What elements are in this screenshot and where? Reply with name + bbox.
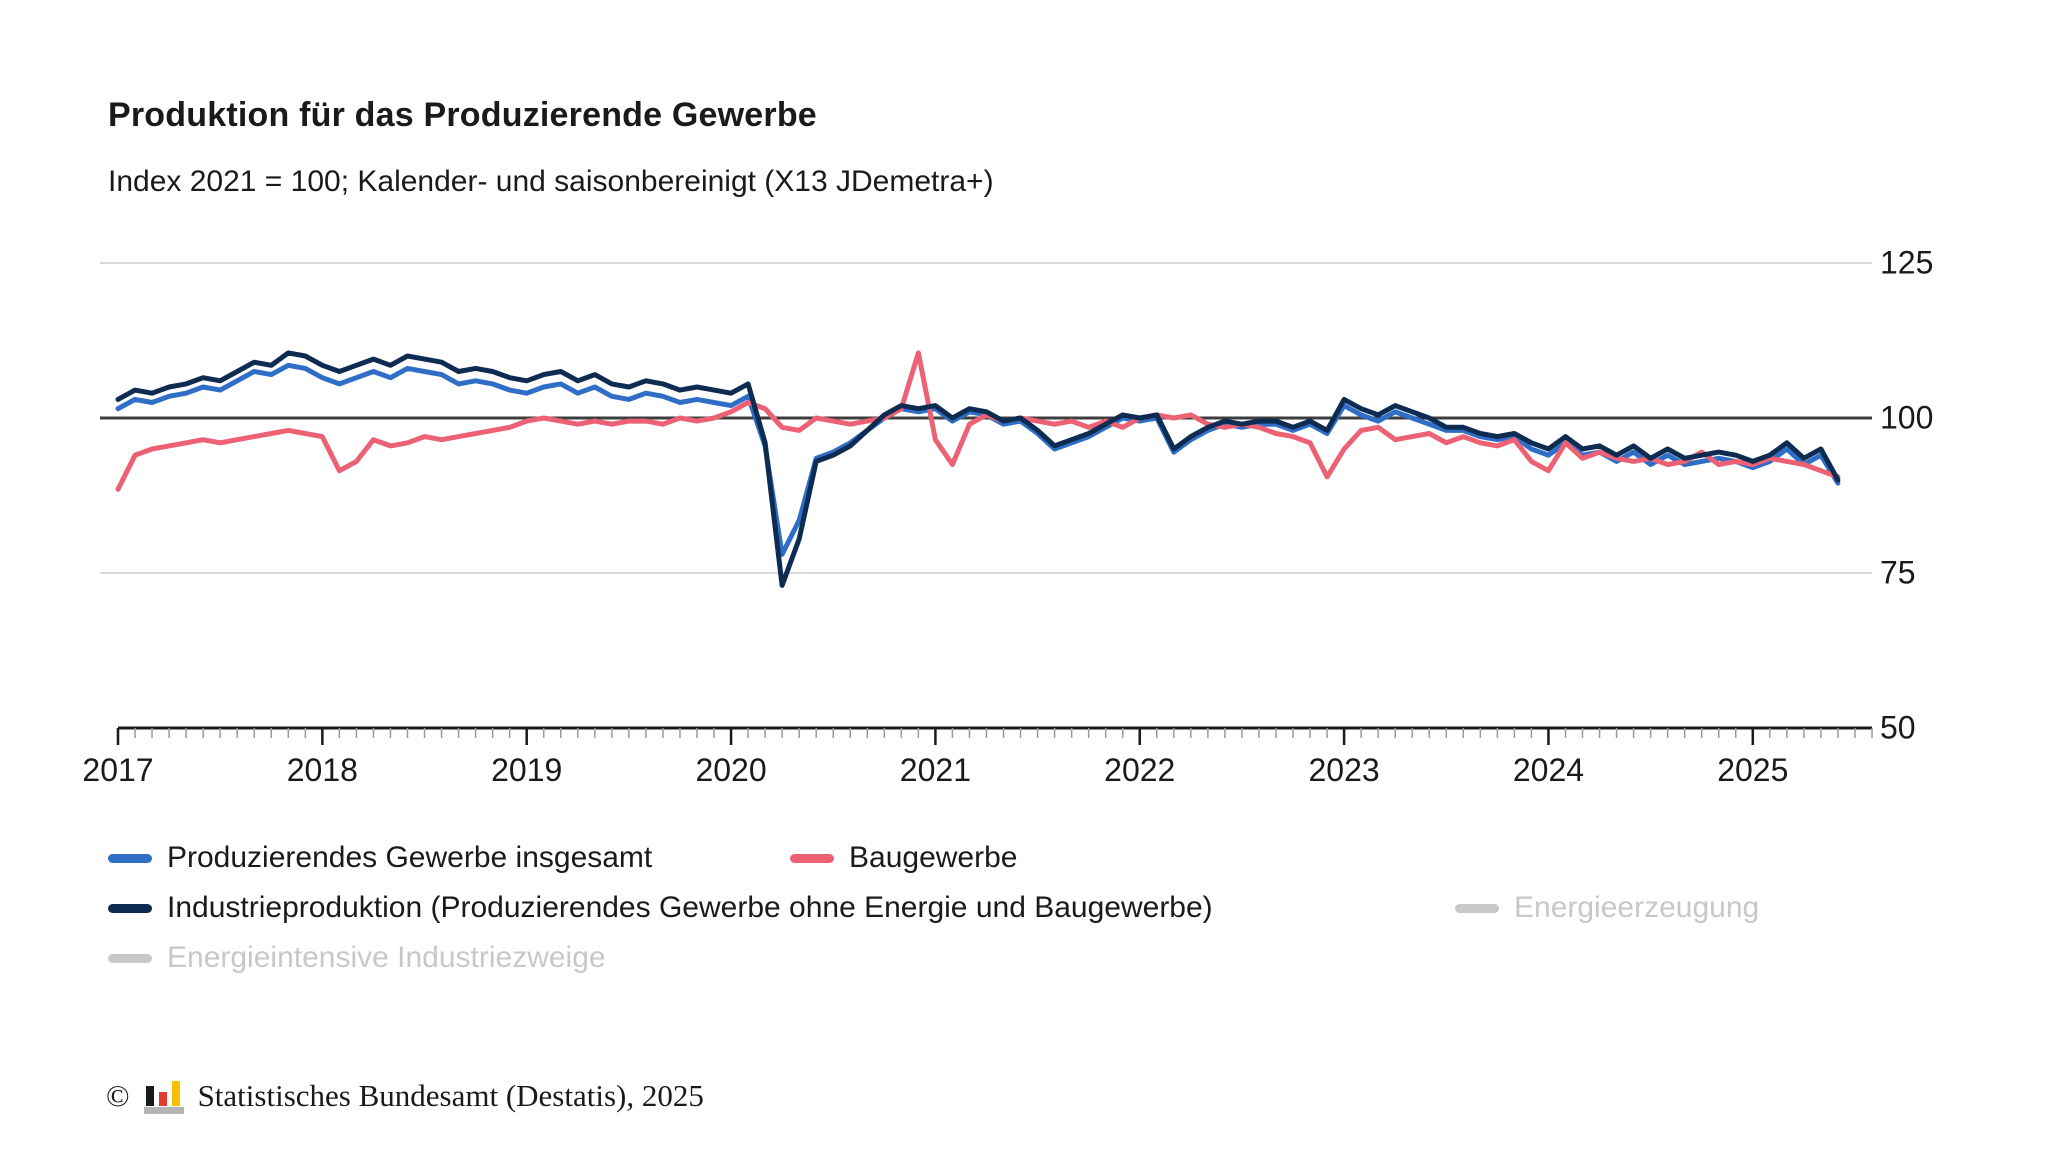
y-tick-label-75: 75 [1880, 554, 1916, 591]
chart-title: Produktion für das Produzierende Gewerbe [108, 96, 817, 134]
x-year-label-2025: 2025 [1717, 752, 1789, 788]
x-year-label-2023: 2023 [1308, 752, 1380, 788]
x-year-label-2024: 2024 [1512, 752, 1585, 788]
x-year-label-2022: 2022 [1104, 752, 1176, 788]
series-line-produzierendes-gewerbe-insgesamt [115, 362, 1841, 557]
x-year-label-2020: 2020 [695, 752, 767, 788]
plot-area[interactable] [0, 0, 2048, 820]
legend-swatch-energieintensive-industriezweige [108, 953, 152, 963]
legend-label: Energieintensive Industriezweige [167, 941, 606, 974]
legend-swatch-industrieproduktion-produzierendes-gewerbe-ohne-energie-und-baugewerbe [108, 903, 152, 913]
x-year-label-2017: 2017 [82, 752, 154, 788]
source-text: Statistisches Bundesamt (Destatis), 2025 [197, 1078, 704, 1113]
x-year-label-2021: 2021 [899, 752, 971, 788]
legend-item-energieerzeugung[interactable]: Energieerzeugung [1455, 888, 1759, 928]
legend-item-industrieproduktion-produzierendes-gewerbe-ohne-energie-und-baugewerbe[interactable]: Industrieproduktion (Produzierendes Gewe… [108, 888, 1213, 928]
legend-label: Baugewerbe [849, 841, 1018, 874]
source-footer: © Statistisches Bundesamt (Destatis), 20… [106, 1078, 704, 1114]
y-tick-label-50: 50 [1880, 709, 1916, 746]
legend-item-produzierendes-gewerbe-insgesamt[interactable]: Produzierendes Gewerbe insgesamt [108, 838, 652, 878]
legend-swatch-produzierendes-gewerbe-insgesamt [108, 853, 152, 863]
legend-item-baugewerbe[interactable]: Baugewerbe [790, 838, 1017, 878]
x-year-label-2019: 2019 [491, 752, 563, 788]
series-line-baugewerbe [115, 350, 1841, 492]
legend-label: Produzierendes Gewerbe insgesamt [167, 841, 653, 874]
y-tick-label-100: 100 [1880, 399, 1934, 436]
destatis-logo-icon [143, 1078, 184, 1114]
copyright-symbol: © [106, 1078, 130, 1113]
legend-swatch-energieerzeugung [1455, 903, 1499, 913]
chart-subtitle: Index 2021 = 100; Kalender- und saisonbe… [108, 165, 994, 198]
legend-label: Energieerzeugung [1514, 891, 1760, 924]
legend-item-energieintensive-industriezweige[interactable]: Energieintensive Industriezweige [108, 938, 606, 978]
x-year-label-2018: 2018 [286, 752, 358, 788]
y-tick-label-125: 125 [1880, 244, 1934, 281]
series-line-industrieproduktion-produzierendes-gewerbe-ohne-energie-und-baugewerbe [115, 350, 1841, 588]
legend-swatch-baugewerbe [790, 853, 834, 863]
legend-label: Industrieproduktion (Produzierendes Gewe… [167, 891, 1213, 924]
